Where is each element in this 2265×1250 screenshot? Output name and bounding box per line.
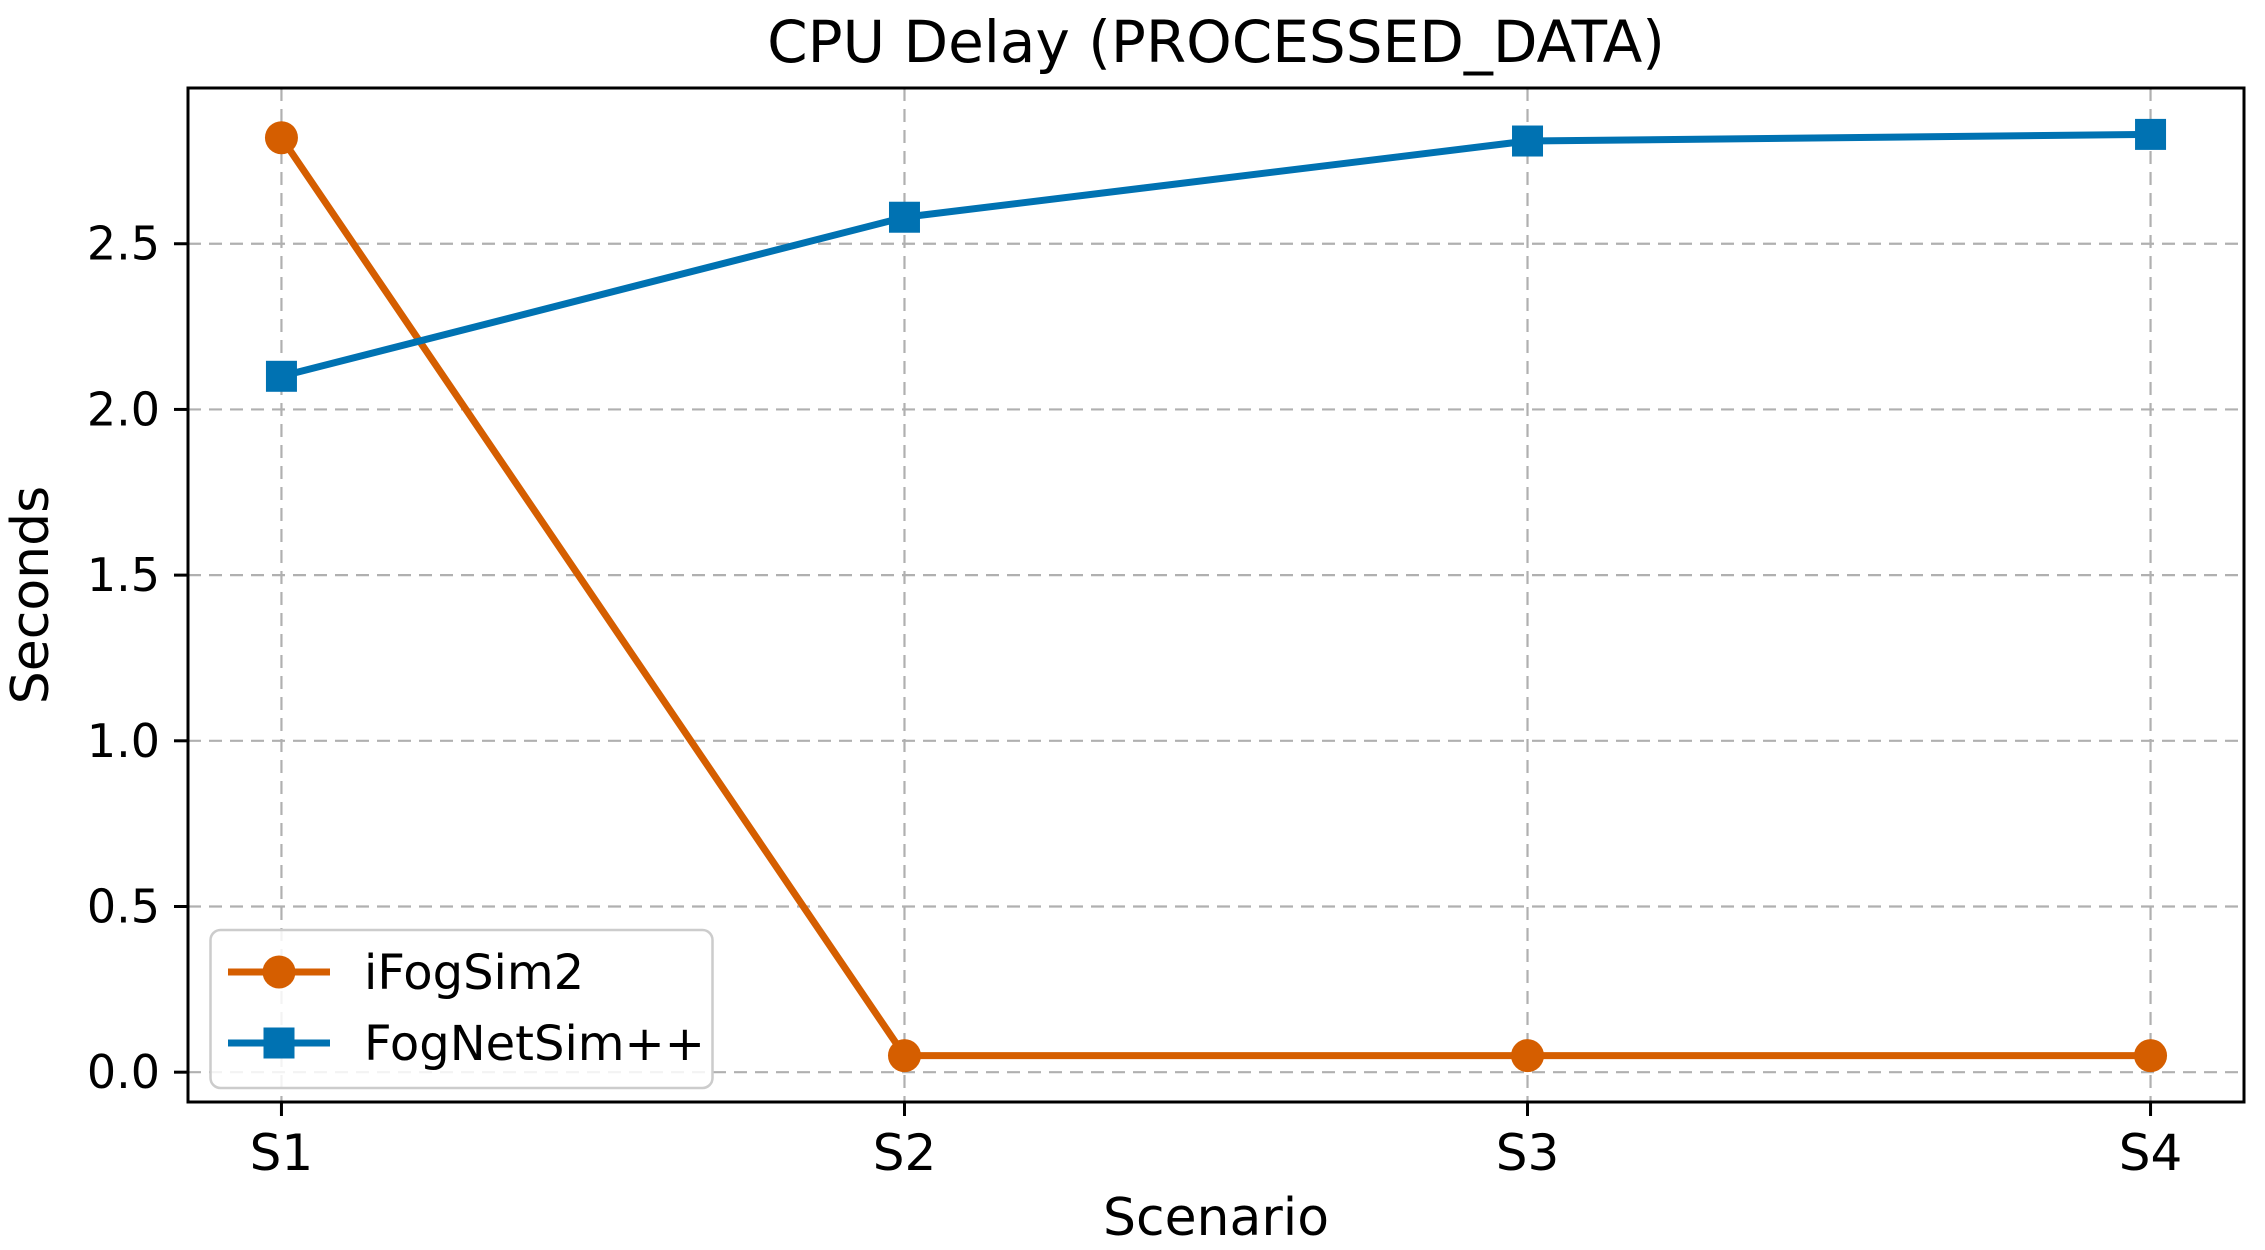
y-axis-label: Seconds [1,486,61,704]
legend: iFogSim2 FogNetSim++ [209,928,714,1090]
x-tick-label: S3 [1496,1124,1560,1182]
data-point-fognetsim--s2 [888,201,920,233]
y-tick-label: 1.5 [87,548,160,602]
plot-border [186,86,2246,1104]
x-tick-label: S2 [873,1124,937,1182]
series-line-ifogsim2 [278,135,2151,1060]
y-tick-label: 2.0 [87,382,160,436]
data-point-fognetsim--s1 [265,360,297,392]
data-point-fognetsim--s4 [2135,118,2167,150]
x-axis-label: Scenario [1103,1188,1329,1248]
y-tick-label: 2.5 [87,217,160,271]
y-tick-label: 0.5 [87,879,160,933]
data-point-ifogsim2-s1 [264,121,298,155]
data-point-fognetsim--s3 [1512,125,1544,157]
legend-marker-square [263,1027,295,1059]
data-point-ifogsim2-s3 [1511,1039,1545,1073]
x-tick-label: S1 [250,1124,314,1182]
legend-marker-circle [262,955,296,989]
axis-ticks [174,242,2153,1116]
legend-label: FogNetSim++ [364,1016,705,1072]
x-tick-label: S4 [2119,1124,2183,1182]
chart-title: CPU Delay (PROCESSED_DATA) [767,8,1665,76]
legend-box [209,928,714,1090]
y-tick-label: 0.0 [87,1045,160,1099]
series-layer [264,118,2168,1073]
y-tick-label: 1.0 [87,714,160,768]
tick-labels: 0.0 0.5 1.0 1.5 2.0 2.5 S1 S2 S3 S4 [87,217,2182,1182]
data-point-ifogsim2-s4 [2134,1039,2168,1073]
legend-label: iFogSim2 [364,945,584,1001]
data-point-ifogsim2-s2 [887,1039,921,1073]
series-line-fognetsim- [280,130,2151,380]
